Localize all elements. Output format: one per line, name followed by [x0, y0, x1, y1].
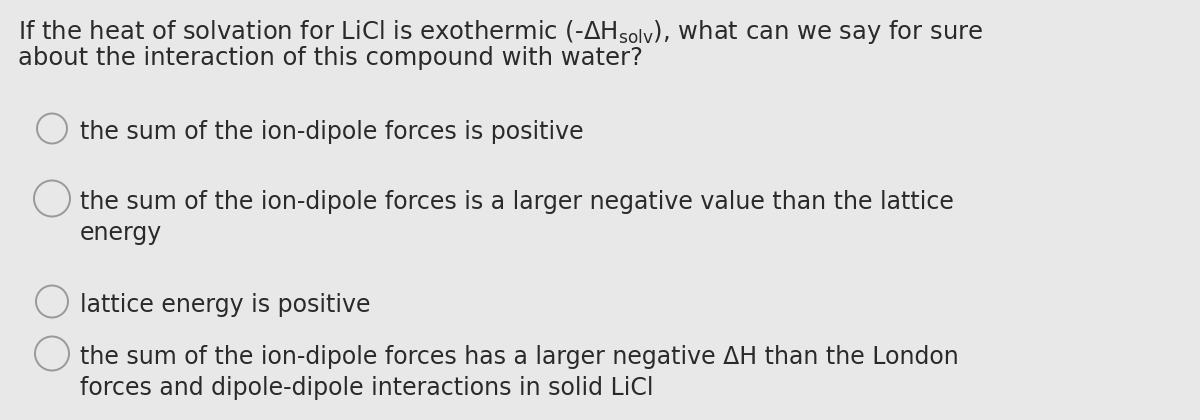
Text: the sum of the ion-dipole forces is positive: the sum of the ion-dipole forces is posi… [80, 120, 583, 144]
Text: the sum of the ion-dipole forces is a larger negative value than the lattice
ene: the sum of the ion-dipole forces is a la… [80, 190, 954, 244]
Text: If the heat of solvation for LiCl is exothermic (-ΔH$_{\mathrm{solv}}$), what ca: If the heat of solvation for LiCl is exo… [18, 18, 983, 46]
Text: about the interaction of this compound with water?: about the interaction of this compound w… [18, 46, 643, 70]
Text: lattice energy is positive: lattice energy is positive [80, 293, 371, 317]
Text: the sum of the ion-dipole forces has a larger negative ΔH than the London
forces: the sum of the ion-dipole forces has a l… [80, 345, 959, 400]
